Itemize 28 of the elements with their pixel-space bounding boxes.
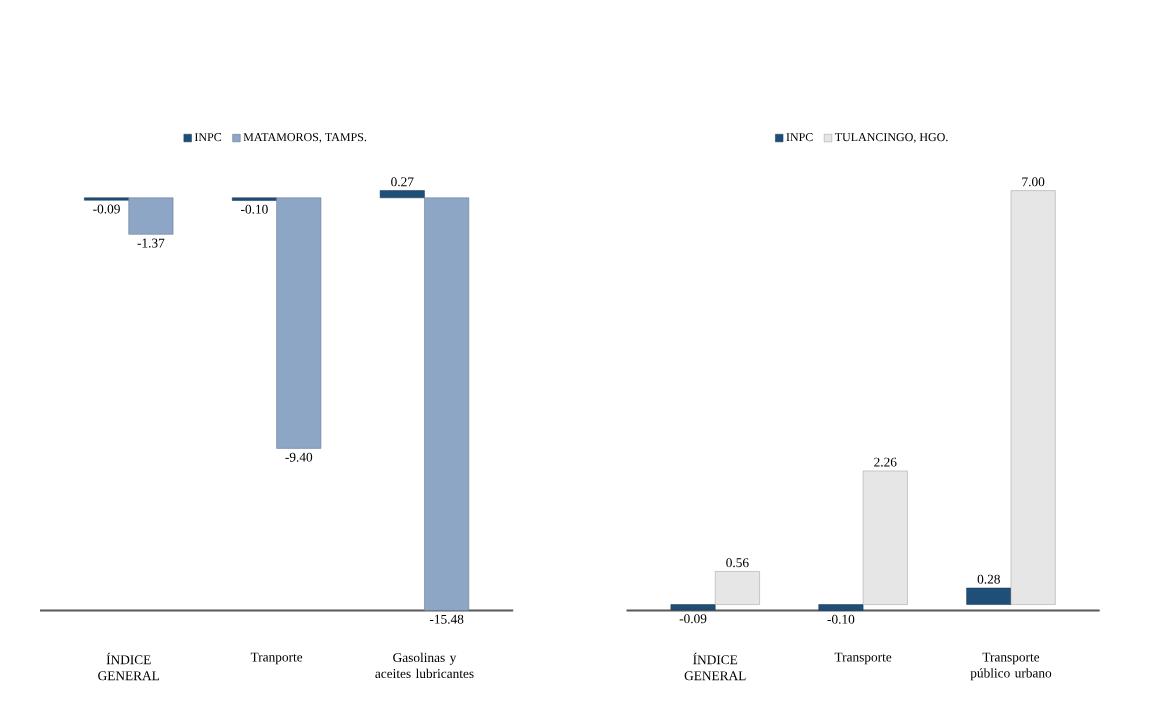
legend-label: TULANCINGO, HGO. — [834, 133, 948, 143]
x-tick-label: Transporte — [834, 652, 892, 665]
data-label: -0.10 — [827, 614, 855, 624]
data-label: 2.26 — [874, 457, 897, 467]
data-label: 0.28 — [977, 574, 1000, 584]
x-tick-label: Tranporte — [250, 652, 303, 665]
bar — [1010, 190, 1056, 605]
x-tick-label: ÍNDICE GENERAL — [98, 652, 160, 681]
bar — [714, 571, 760, 605]
x-tick-label: Gasolinas y aceites lubricantes — [375, 652, 474, 679]
bar — [966, 587, 1012, 605]
bar — [862, 470, 908, 605]
x-tick-label: ÍNDICE GENERAL — [684, 652, 746, 681]
bar — [818, 604, 864, 611]
bar — [670, 604, 716, 611]
data-label: -0.09 — [679, 614, 707, 624]
x-tick-label: Transporte público urbano — [970, 652, 1052, 681]
legend-label: INPC — [194, 133, 222, 142]
data-label: -9.40 — [285, 452, 313, 462]
data-label: 0.27 — [391, 177, 414, 187]
data-label: 0.56 — [726, 558, 749, 568]
data-label: -1.37 — [137, 238, 165, 248]
data-label: -0.10 — [241, 204, 268, 214]
legend-label: INPC — [786, 133, 813, 142]
legend-label: MATAMOROS, TAMPS. — [243, 133, 367, 143]
data-label: 7.00 — [1022, 177, 1045, 187]
data-label: -15.48 — [429, 614, 464, 624]
data-label: -0.09 — [93, 204, 120, 214]
